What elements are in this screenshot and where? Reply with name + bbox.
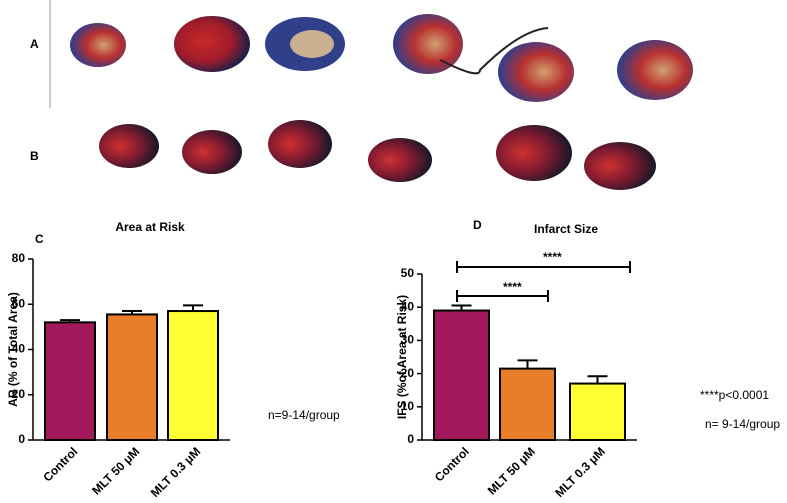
annotation: ****p<0.0001 (700, 388, 769, 402)
x-tick-label: Control (40, 444, 80, 484)
y-tick-label: 40 (401, 299, 415, 313)
bar (569, 382, 626, 441)
significance-bracket (456, 261, 631, 273)
bar (106, 313, 158, 441)
bar (167, 310, 219, 441)
error-bar (451, 304, 472, 311)
panel-label: C (35, 232, 44, 246)
annotation: **** (503, 280, 522, 294)
panel-label: B (30, 149, 39, 163)
y-tick-label: 20 (12, 387, 26, 401)
x-tick-label: MLT 50 μM (89, 444, 142, 497)
error-bar (183, 304, 203, 312)
chart-title: Infarct Size (534, 222, 598, 236)
y-tick-label: 50 (401, 266, 415, 280)
y-tick-label: 10 (401, 399, 415, 413)
y-tick-label: 20 (401, 366, 415, 380)
y-axis-label: IFS (%of Area at Risk) (395, 295, 409, 419)
annotation: **** (543, 250, 562, 264)
panel-label: D (473, 218, 482, 232)
annotation: n= 9-14/group (705, 417, 780, 431)
y-tick-label: 60 (12, 296, 26, 310)
bar (433, 309, 490, 441)
annotation: n=9-14/group (268, 408, 340, 422)
y-tick-label: 80 (12, 251, 26, 265)
bar (499, 367, 556, 441)
y-axis-label: AR (% of Total Area) (6, 292, 20, 407)
error-bar (60, 319, 80, 323)
significance-bracket (456, 290, 549, 302)
x-tick-label: MLT 0.3 μM (148, 444, 203, 499)
y-tick-label: 40 (12, 342, 26, 356)
error-bar (587, 375, 608, 384)
error-bar (122, 310, 142, 315)
chart-title: Area at Risk (115, 220, 185, 234)
error-bar (517, 359, 538, 369)
x-tick-label: MLT 50 μM (485, 444, 538, 497)
bar (44, 321, 96, 442)
panel-label: A (30, 37, 39, 51)
y-tick-label: 0 (18, 432, 25, 446)
heart-photos (49, 0, 693, 190)
x-tick-label: Control (432, 444, 472, 484)
x-tick-label: MLT 0.3 μM (552, 444, 607, 499)
y-tick-label: 0 (407, 432, 414, 446)
y-tick-label: 30 (401, 333, 415, 347)
